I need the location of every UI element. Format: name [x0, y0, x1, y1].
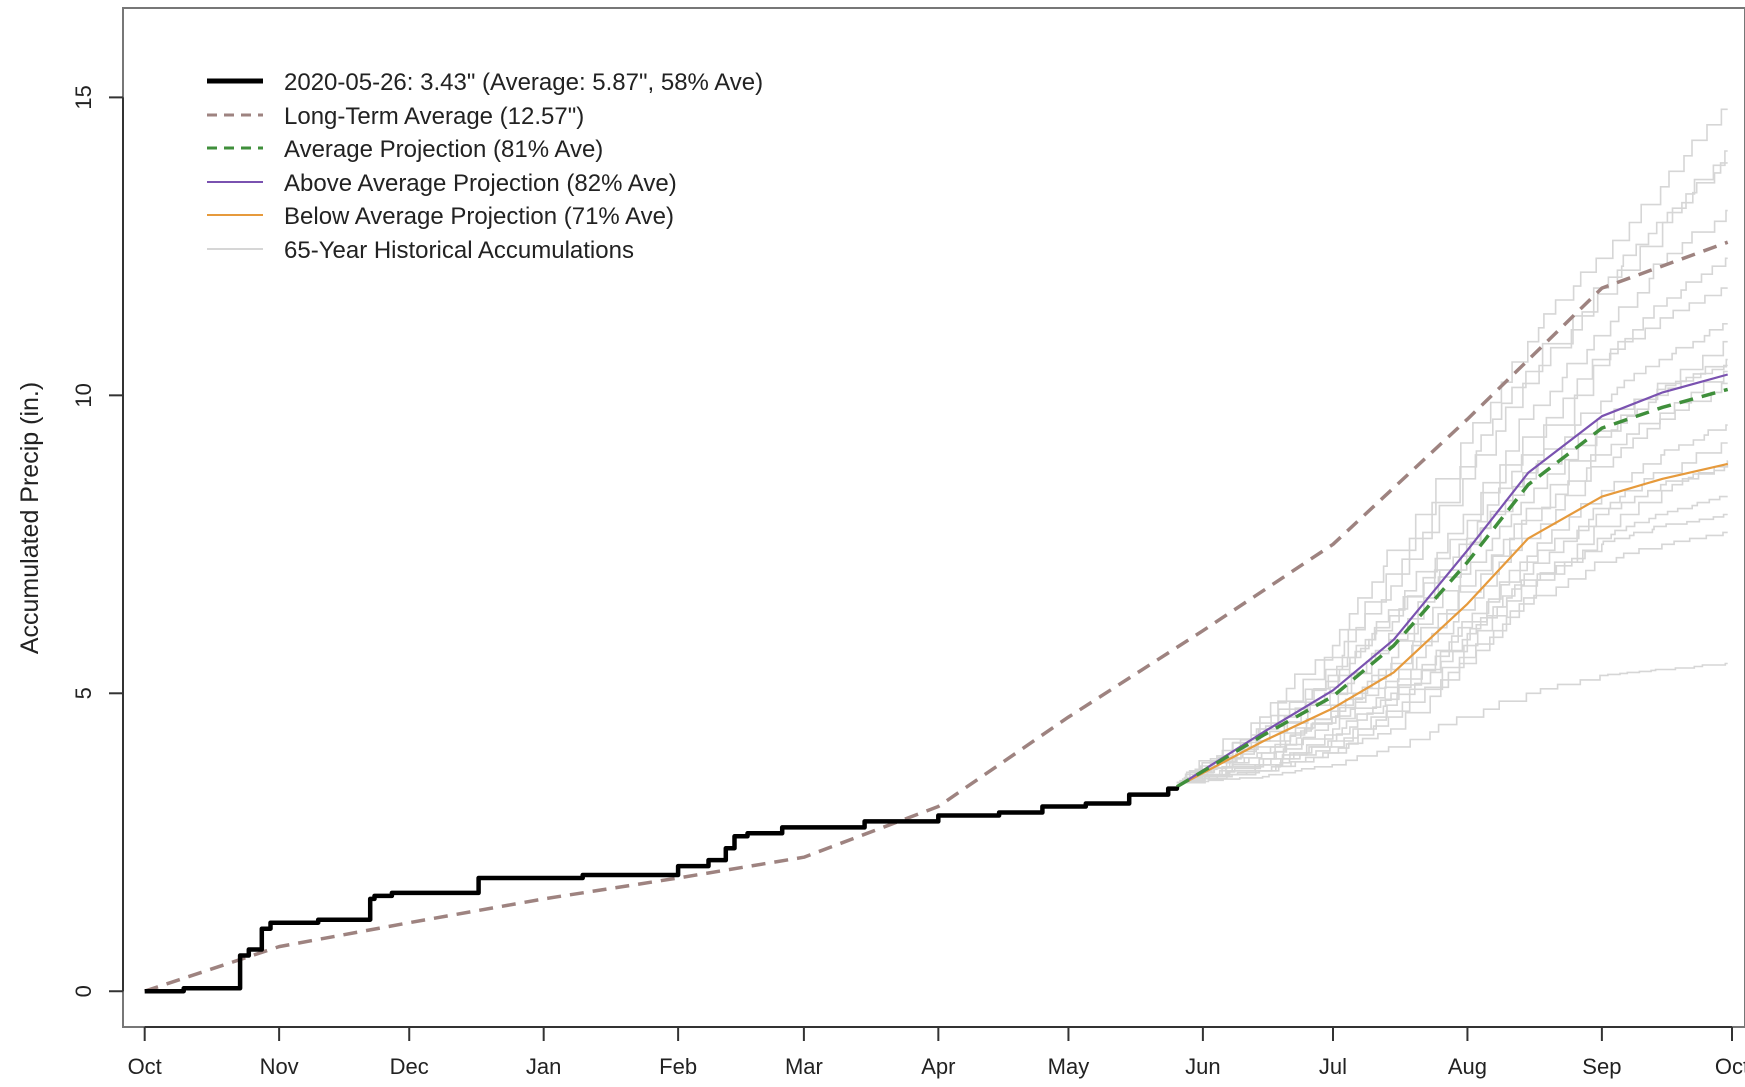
historical-trace-15	[1176, 531, 1728, 784]
x-tick-label-7: May	[1048, 1054, 1090, 1079]
historical-trace-17	[1176, 358, 1728, 784]
legend-label-above-average-projection: Above Average Projection (82% Ave)	[284, 170, 677, 197]
series-layer	[144, 240, 1729, 994]
legend: 2020-05-26: 3.43" (Average: 5.87", 58% A…	[207, 69, 763, 264]
historical-trace-4	[1176, 662, 1728, 784]
series-line-average-projection	[1176, 387, 1729, 789]
historical-trace-13	[1176, 150, 1728, 784]
historical-trace-12	[1176, 513, 1728, 784]
x-tick-label-3: Jan	[526, 1054, 561, 1079]
series-line-observed	[144, 786, 1180, 994]
x-tick-label-6: Apr	[921, 1054, 955, 1079]
x-tick-label-8: Jun	[1185, 1054, 1220, 1079]
historical-trace-14	[1176, 370, 1728, 784]
y-axis-title: Accumulated Precip (in.)	[16, 382, 44, 654]
legend-label-below-average-projection: Below Average Projection (71% Ave)	[284, 203, 674, 230]
legend-label-average-projection: Average Projection (81% Ave)	[284, 136, 603, 163]
x-tick-label-10: Aug	[1448, 1054, 1487, 1079]
legend-label-observed: 2020-05-26: 3.43" (Average: 5.87", 58% A…	[284, 69, 763, 96]
y-tick-label-2: 10	[71, 383, 96, 407]
x-tick-label-4: Feb	[659, 1054, 697, 1079]
series-line-long-term-average	[144, 240, 1729, 993]
historical-trace-19	[1176, 442, 1728, 784]
series-line-below-average-projection	[1176, 462, 1728, 788]
y-tick-label-3: 15	[71, 85, 96, 109]
historical-accumulations-layer	[1176, 108, 1729, 784]
x-tick-label-5: Mar	[785, 1054, 823, 1079]
x-tick-label-11: Sep	[1582, 1054, 1621, 1079]
y-tick-label-0: 0	[71, 985, 96, 997]
historical-trace-5	[1176, 257, 1728, 784]
x-tick-label-2: Dec	[390, 1054, 429, 1079]
historical-trace-6	[1176, 382, 1728, 784]
historical-trace-9	[1176, 323, 1728, 784]
y-tick-label-1: 5	[71, 687, 96, 699]
x-tick-label-12: Oct	[1715, 1054, 1745, 1079]
x-tick-label-0: Oct	[128, 1054, 162, 1079]
x-tick-label-9: Jul	[1319, 1054, 1347, 1079]
historical-trace-7	[1176, 108, 1728, 784]
series-line-above-average-projection	[1176, 373, 1728, 788]
legend-label-long-term-average: Long-Term Average (12.57")	[284, 103, 584, 130]
y-axis: 0 5 10 15	[71, 85, 124, 997]
x-tick-label-1: Nov	[260, 1054, 299, 1079]
historical-trace-16	[1176, 287, 1728, 784]
historical-trace-3	[1176, 162, 1728, 784]
x-axis: Oct Nov Dec Jan Feb Mar Apr May Jun Jul Aug Sep Oct	[128, 1026, 1745, 1079]
historical-trace-18	[1176, 364, 1728, 784]
historical-trace-10	[1176, 466, 1728, 784]
legend-label-historical: 65-Year Historical Accumulations	[284, 237, 634, 264]
